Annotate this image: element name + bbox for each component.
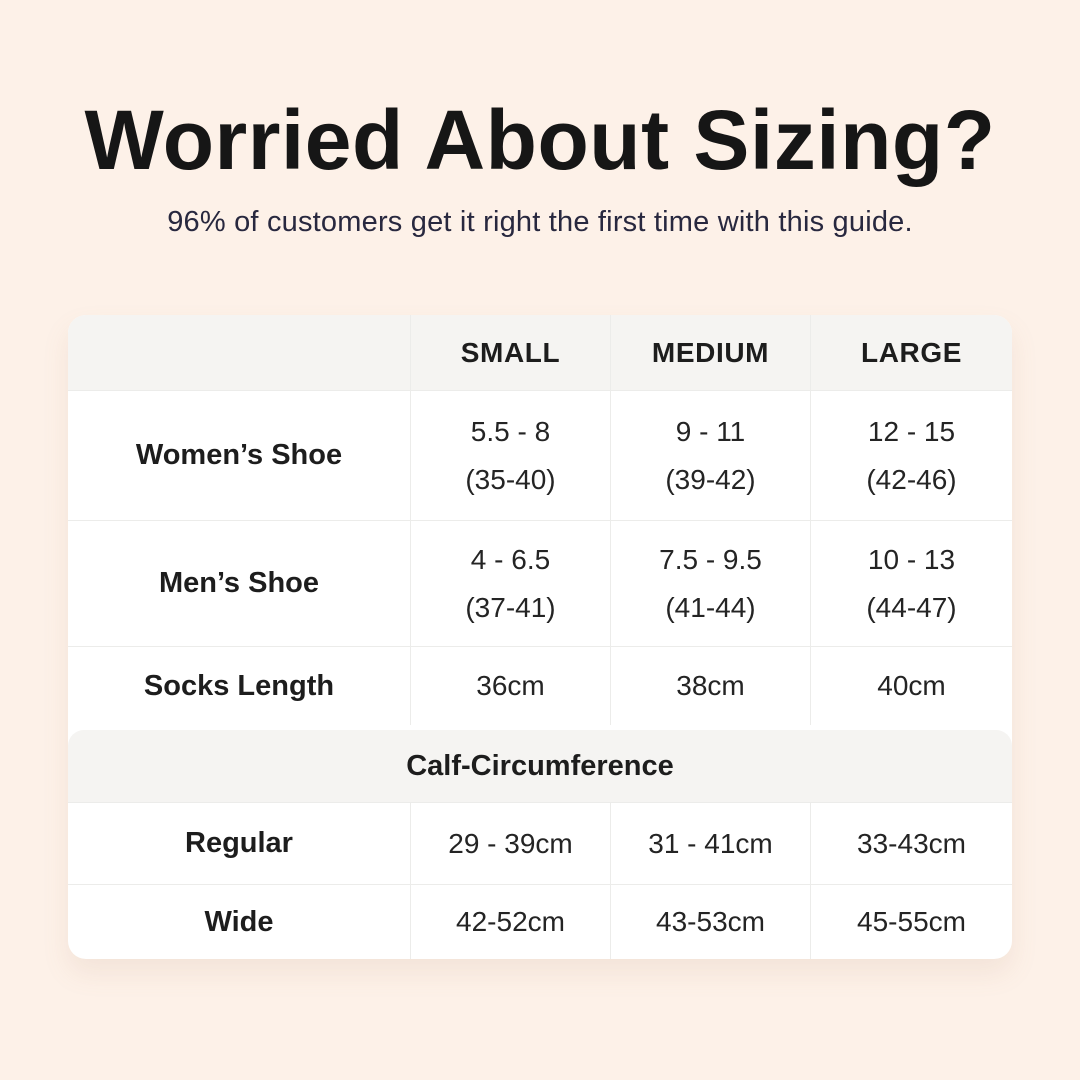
value-line-primary: 9 - 11 <box>675 416 746 448</box>
cell-womens-large: 12 - 15 (42-46) <box>810 391 1012 520</box>
value-line-primary: 12 - 15 <box>867 416 956 448</box>
cell-mens-large: 10 - 13 (44-47) <box>810 521 1012 646</box>
table-row-womens-shoe: Women’s Shoe 5.5 - 8 (35-40) 9 - 11 (39-… <box>68 390 1012 520</box>
row-label-wide: Wide <box>204 905 274 938</box>
value-line-secondary: (35-40) <box>465 463 556 495</box>
cell-mens-small: 4 - 6.5 (37-41) <box>410 521 610 646</box>
cell-wide-large: 45-55cm <box>810 885 1012 959</box>
header-cell-empty <box>68 315 410 390</box>
value-line-secondary: (44-47) <box>866 591 957 623</box>
table-row-socks-length: Socks Length 36cm 38cm 40cm <box>68 646 1012 725</box>
value-line-secondary: (39-42) <box>665 463 756 495</box>
row-label-socks-length: Socks Length <box>143 669 335 702</box>
table-header-row: SMALL MEDIUM LARGE <box>68 315 1012 390</box>
header-cell-large: LARGE <box>810 315 1012 390</box>
value-line-primary: 5.5 - 8 <box>470 416 551 448</box>
value-line-secondary: (41-44) <box>665 591 756 623</box>
cell-regular-medium: 31 - 41cm <box>610 803 810 884</box>
calf-section-header: Calf-Circumference <box>68 730 1012 802</box>
value-line-primary: 10 - 13 <box>867 544 956 576</box>
row-label-womens-shoe: Women’s Shoe <box>135 439 343 471</box>
table-row-calf-regular: Regular 29 - 39cm 31 - 41cm 33-43cm <box>68 802 1012 884</box>
value-line-secondary: (42-46) <box>866 463 957 495</box>
cell-socks-medium: 38cm <box>610 647 810 725</box>
cell-mens-medium: 7.5 - 9.5 (41-44) <box>610 521 810 646</box>
cell-socks-small: 36cm <box>410 647 610 725</box>
section-gap <box>68 725 1012 730</box>
value-line-primary: 4 - 6.5 <box>470 544 551 576</box>
table-row-calf-wide: Wide 42-52cm 43-53cm 45-55cm <box>68 884 1012 959</box>
sizing-table: SMALL MEDIUM LARGE Women’s Shoe 5.5 - 8 … <box>68 315 1012 959</box>
cell-regular-large: 33-43cm <box>810 803 1012 884</box>
cell-womens-small: 5.5 - 8 (35-40) <box>410 391 610 520</box>
cell-wide-medium: 43-53cm <box>610 885 810 959</box>
table-row-mens-shoe: Men’s Shoe 4 - 6.5 (37-41) 7.5 - 9.5 (41… <box>68 520 1012 646</box>
value-line-secondary: (37-41) <box>465 591 556 623</box>
row-label-regular: Regular <box>185 827 293 859</box>
cell-socks-large: 40cm <box>810 647 1012 725</box>
cell-wide-small: 42-52cm <box>410 885 610 959</box>
page-subtitle: 96% of customers get it right the first … <box>167 206 913 238</box>
cell-regular-small: 29 - 39cm <box>410 803 610 884</box>
header-cell-small: SMALL <box>410 315 610 390</box>
value-line-primary: 7.5 - 9.5 <box>659 544 762 576</box>
row-label-mens-shoe: Men’s Shoe <box>158 567 320 599</box>
cell-womens-medium: 9 - 11 (39-42) <box>610 391 810 520</box>
header-cell-medium: MEDIUM <box>610 315 810 390</box>
page-title: Worried About Sizing? <box>84 93 996 187</box>
